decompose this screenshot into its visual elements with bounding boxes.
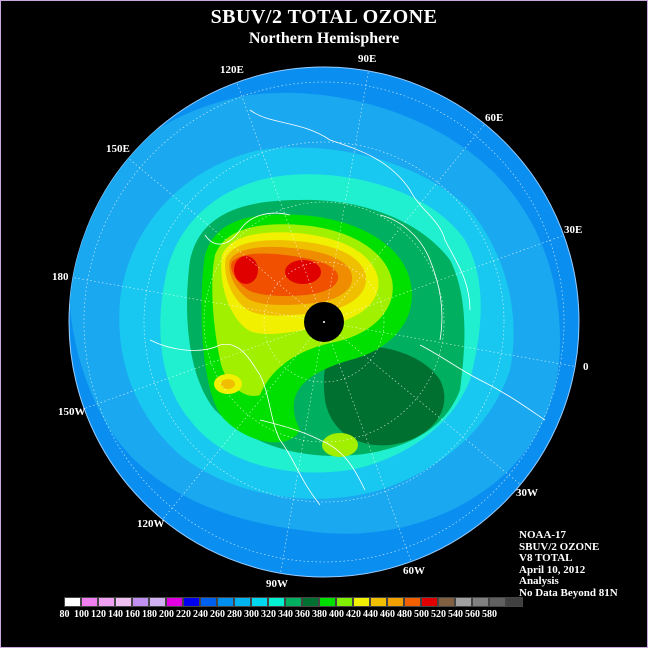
legend-swatch	[438, 597, 455, 607]
color-legend	[64, 597, 523, 607]
info-satellite: NOAA-17	[519, 529, 567, 541]
legend-swatch	[234, 597, 251, 607]
legend-tick-label: 580	[482, 609, 497, 620]
ozone-contour-360	[323, 346, 445, 446]
legend-swatch	[64, 597, 81, 607]
legend-swatch	[319, 597, 336, 607]
legend-swatch	[268, 597, 285, 607]
legend-swatch	[81, 597, 98, 607]
lon-label-120e: 120E	[220, 64, 244, 76]
legend-tick-label: 460	[380, 609, 395, 620]
info-coverage: No Data Beyond 81N	[519, 586, 618, 599]
legend-tick-label: 200	[159, 609, 174, 620]
legend-swatch	[472, 597, 489, 607]
lon-label-180: 180	[52, 271, 69, 283]
legend-tick-label: 80	[59, 609, 70, 620]
legend-swatch	[489, 597, 506, 607]
lon-label-60e: 60E	[485, 112, 503, 124]
legend-tick-label: 160	[125, 609, 140, 620]
lon-label-150w: 150W	[58, 406, 86, 418]
legend-tick-label: 440	[363, 609, 378, 620]
ozone-secondary-low	[322, 433, 358, 457]
legend-tick-label: 180	[142, 609, 157, 620]
legend-tick-label: 100	[74, 609, 89, 620]
legend-tick-label: 540	[448, 609, 463, 620]
legend-swatch	[370, 597, 387, 607]
graticule	[69, 67, 579, 577]
legend-tick-label: 280	[227, 609, 242, 620]
legend-swatch	[506, 597, 523, 607]
legend-tick-label: 240	[193, 609, 208, 620]
legend-swatch	[353, 597, 370, 607]
legend-tick-label: 220	[176, 609, 191, 620]
coastlines	[149, 109, 546, 506]
legend-tick-label: 360	[295, 609, 310, 620]
legend-swatch	[404, 597, 421, 607]
legend-ticks: 80 100 120 140 160 180 200 220 240 260 280 300 320 34…	[56, 609, 498, 620]
legend-swatch	[166, 597, 183, 607]
legend-tick-label: 480	[397, 609, 412, 620]
info-product: SBUV/2 OZONE	[519, 540, 600, 553]
legend-tick-label: 260	[210, 609, 225, 620]
legend-tick-label: 320	[261, 609, 276, 620]
legend-tick-label: 300	[244, 609, 259, 620]
legend-swatch	[336, 597, 353, 607]
legend-swatch	[455, 597, 472, 607]
legend-tick-label: 140	[108, 609, 123, 620]
legend-tick-label: 520	[431, 609, 446, 620]
legend-swatch	[115, 597, 132, 607]
legend-tick-label: 500	[414, 609, 429, 620]
legend-swatch	[217, 597, 234, 607]
legend-tick-label: 400	[329, 609, 344, 620]
lon-label-90e: 90E	[358, 53, 376, 65]
legend-swatch	[285, 597, 302, 607]
north-pole-marker	[323, 321, 325, 323]
info-version: V8 TOTAL	[519, 552, 573, 564]
legend-tick-label: 340	[278, 609, 293, 620]
legend-swatch	[183, 597, 200, 607]
lon-label-60w: 60W	[403, 565, 425, 577]
lon-label-30e: 30E	[564, 224, 582, 236]
legend-tick-label: 380	[312, 609, 327, 620]
legend-swatch	[387, 597, 404, 607]
info-date: April 10, 2012	[519, 563, 586, 576]
legend-swatch	[149, 597, 166, 607]
lon-label-150e: 150E	[106, 143, 130, 155]
ozone-max-west	[234, 256, 258, 284]
map-title: SBUV/2 TOTAL OZONE	[210, 6, 438, 28]
legend-tick-label: 420	[346, 609, 361, 620]
legend-swatch	[302, 597, 319, 607]
legend-swatch	[200, 597, 217, 607]
legend-tick-label: 120	[91, 609, 106, 620]
ozone-max-east	[285, 260, 321, 284]
map-subtitle: Northern Hemisphere	[248, 30, 400, 47]
legend-swatch	[251, 597, 268, 607]
lon-label-90w: 90W	[266, 578, 288, 590]
lon-label-0: 0	[583, 361, 589, 373]
lon-label-30w: 30W	[516, 487, 538, 499]
info-type: Analysis	[519, 575, 559, 587]
legend-swatch	[132, 597, 149, 607]
legend-swatch	[421, 597, 438, 607]
info-block: NOAA-17 SBUV/2 OZONE V8 TOTAL April 10, …	[519, 529, 618, 599]
lon-label-120w: 120W	[137, 518, 165, 530]
ozone-secondary-max-core	[221, 379, 235, 389]
legend-swatch	[98, 597, 115, 607]
legend-tick-label: 560	[465, 609, 480, 620]
